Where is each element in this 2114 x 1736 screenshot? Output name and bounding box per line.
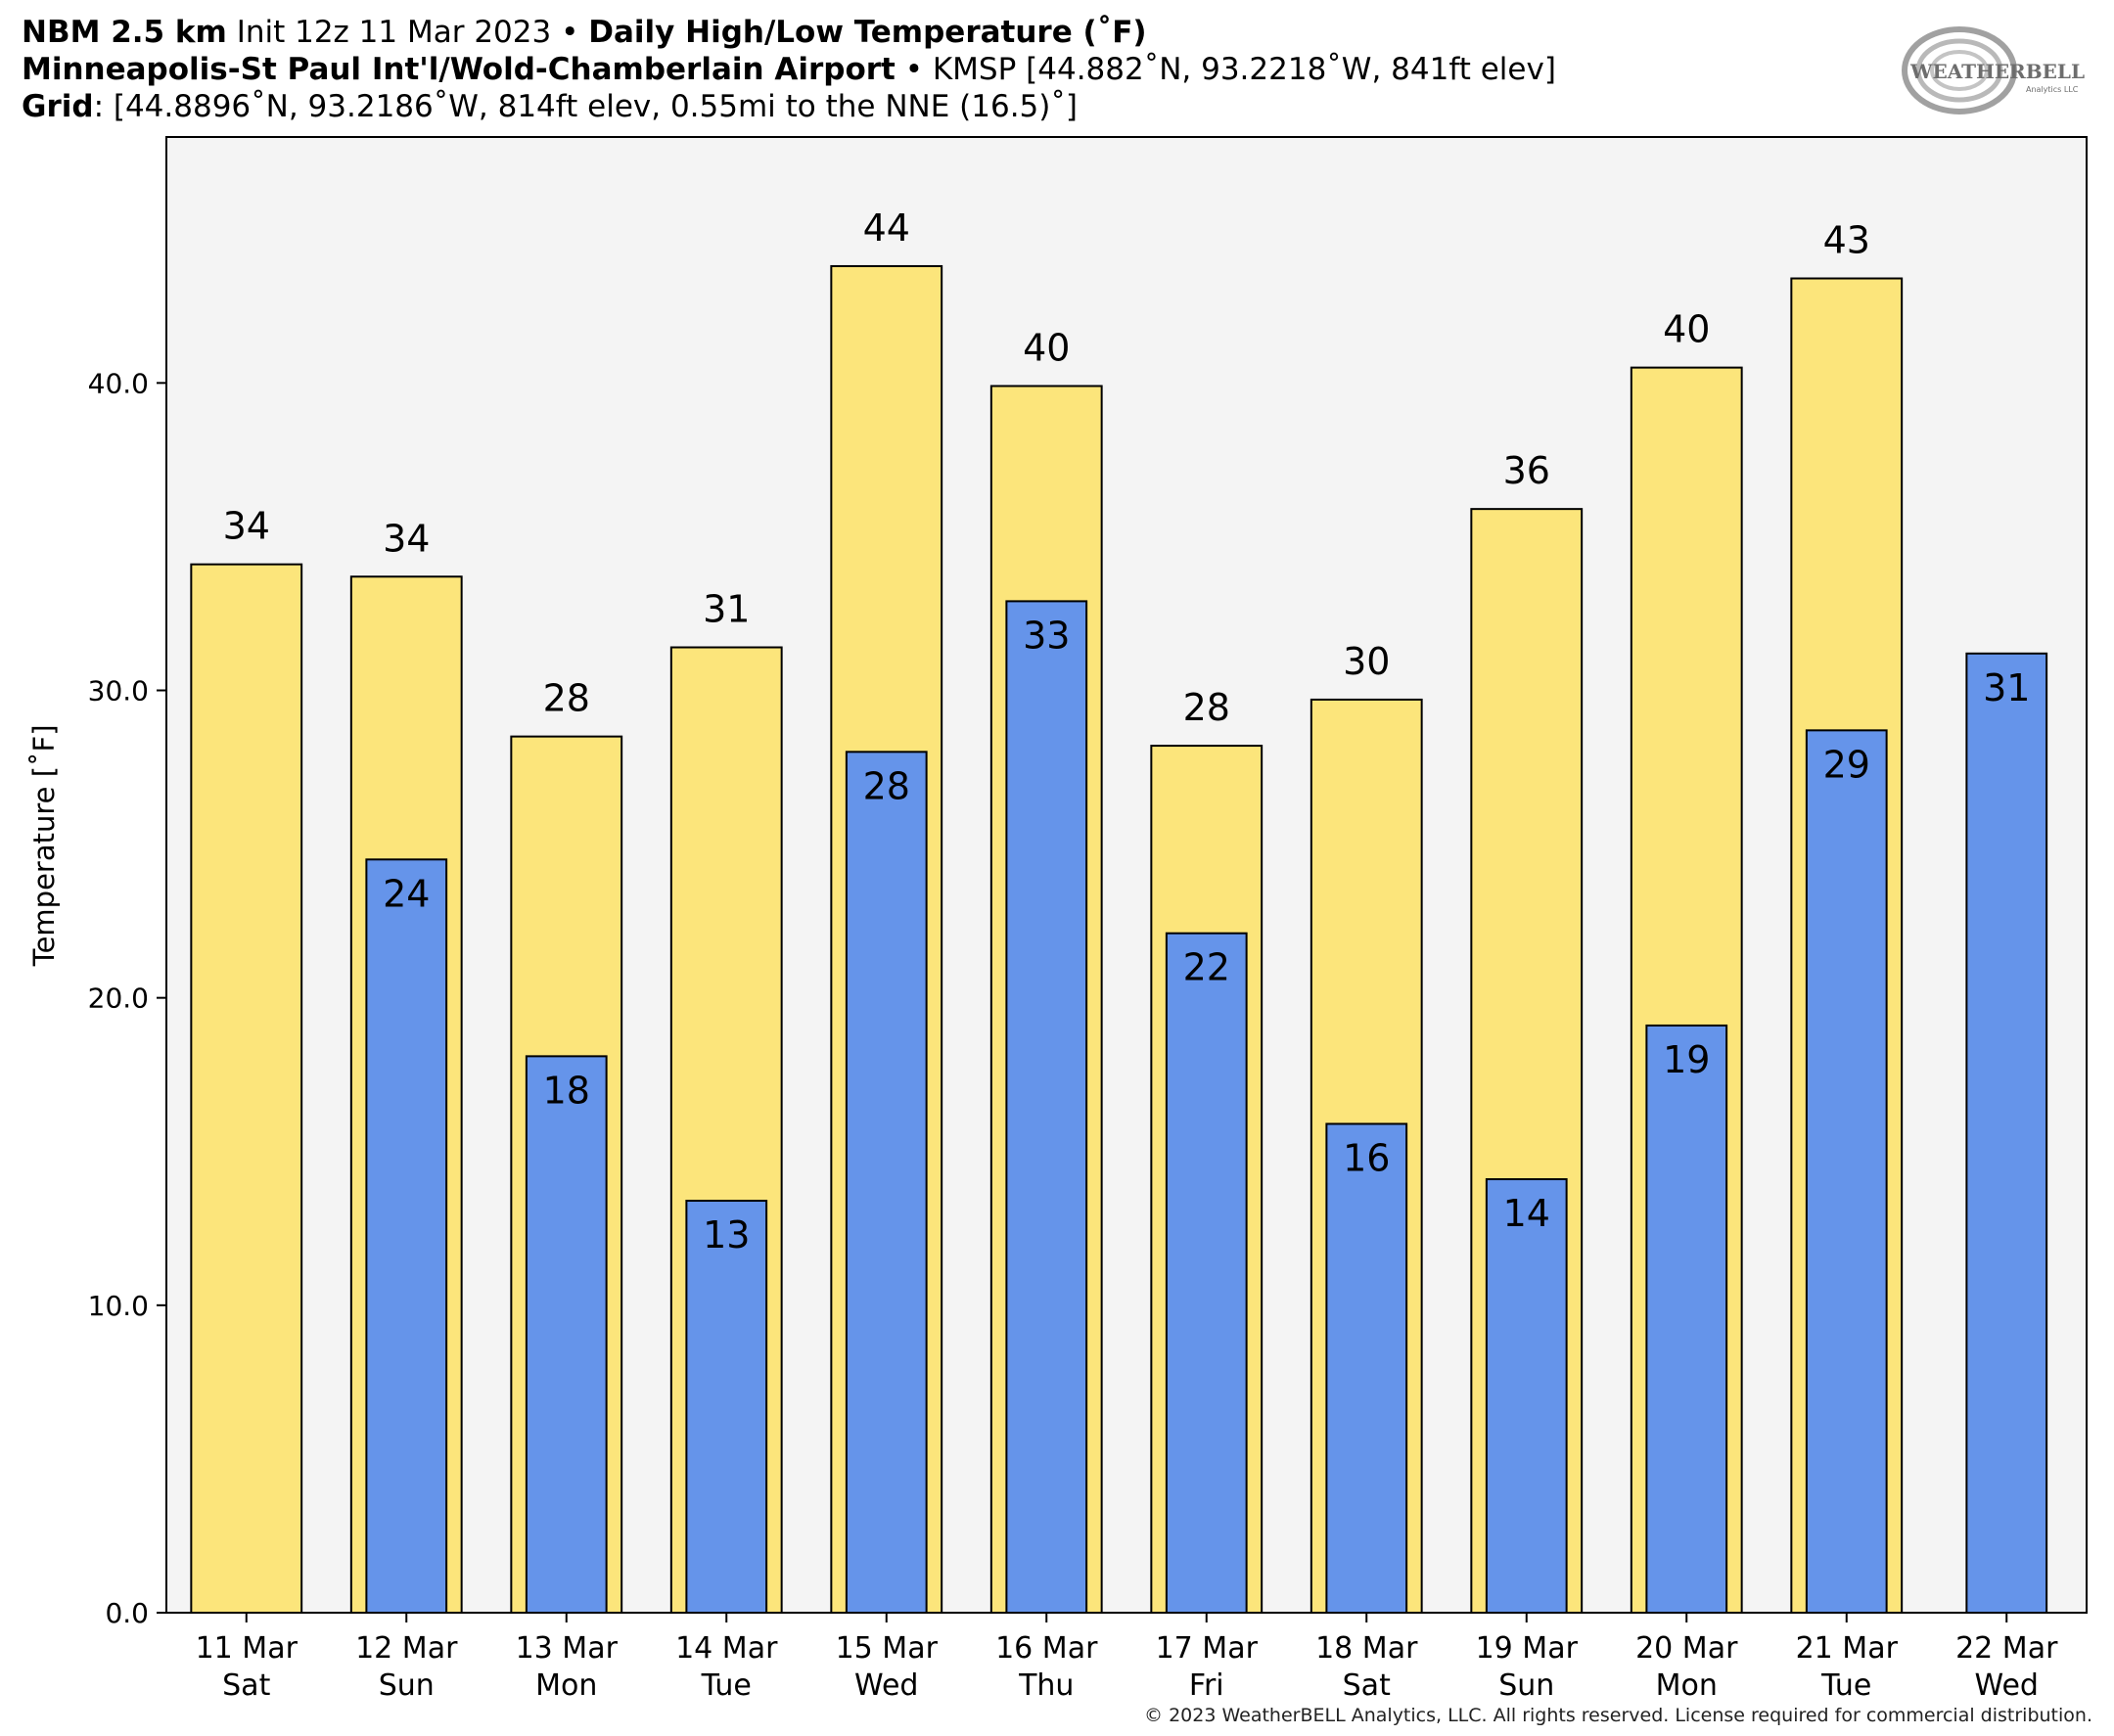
high-label-4: 44 bbox=[863, 206, 910, 250]
init-time: Init 12z 11 Mar 2023 • bbox=[226, 15, 589, 50]
low-bar-8 bbox=[1485, 1178, 1568, 1615]
low-bar-5 bbox=[1005, 600, 1088, 1614]
x-tick-date-11: 22 Mar bbox=[1955, 1631, 2058, 1666]
low-temperature-bars bbox=[365, 600, 2048, 1615]
y-axis: 0.0 10.0 20.0 30.0 40.0 bbox=[88, 367, 166, 1629]
x-tick-day-3: Tue bbox=[701, 1668, 752, 1703]
station-details: • KMSP [44.882˚N, 93.2218˚W, 841ft elev] bbox=[895, 52, 1556, 87]
x-tick-date-4: 15 Mar bbox=[836, 1631, 939, 1666]
low-bar-1 bbox=[365, 858, 448, 1614]
x-tick-date-1: 12 Mar bbox=[355, 1631, 458, 1666]
header-line-grid: Grid: [44.8896˚N, 93.2186˚W, 814ft elev,… bbox=[22, 92, 1078, 122]
grid-details: : [44.8896˚N, 93.2186˚W, 814ft elev, 0.5… bbox=[93, 89, 1078, 124]
y-tick-label-0: 0.0 bbox=[105, 1597, 149, 1629]
logo-text: WEATHERBELL bbox=[1909, 60, 2085, 83]
low-label-2: 18 bbox=[543, 1069, 590, 1112]
high-label-0: 34 bbox=[223, 505, 270, 548]
x-tick-date-3: 14 Mar bbox=[675, 1631, 778, 1666]
high-label-8: 36 bbox=[1503, 449, 1550, 492]
plot-area bbox=[166, 137, 2087, 1613]
weatherbell-logo: WEATHERBELL Analytics LLC bbox=[1902, 26, 2085, 114]
low-label-9: 19 bbox=[1663, 1038, 1710, 1081]
low-bar-11 bbox=[1965, 652, 2048, 1614]
y-tick-label-3: 30.0 bbox=[88, 675, 149, 708]
high-bar-0 bbox=[190, 563, 303, 1614]
plot-frame bbox=[165, 136, 2088, 1614]
low-label-4: 28 bbox=[863, 764, 910, 807]
low-bar-7 bbox=[1325, 1122, 1408, 1614]
copyright-notice: © 2023 WeatherBELL Analytics, LLC. All r… bbox=[1144, 1705, 2092, 1726]
low-label-3: 13 bbox=[703, 1213, 750, 1256]
station-name: Minneapolis-St Paul Int'l/Wold-Chamberla… bbox=[22, 52, 896, 87]
logo-subtext: Analytics LLC bbox=[2026, 85, 2079, 94]
low-label-6: 22 bbox=[1183, 946, 1230, 989]
high-label-9: 40 bbox=[1663, 308, 1710, 351]
header-line-model: NBM 2.5 km Init 12z 11 Mar 2023 • Daily … bbox=[22, 18, 1147, 48]
x-tick-day-0: Sat bbox=[222, 1668, 270, 1703]
high-label-2: 28 bbox=[543, 677, 590, 720]
grid-label: Grid bbox=[22, 89, 94, 124]
low-label-1: 24 bbox=[383, 872, 430, 915]
x-tick-date-5: 16 Mar bbox=[995, 1631, 1098, 1666]
low-bar-3 bbox=[685, 1200, 768, 1615]
header-line-station: Minneapolis-St Paul Int'l/Wold-Chamberla… bbox=[22, 55, 1556, 85]
product-name: Daily High/Low Temperature (˚F) bbox=[588, 15, 1147, 50]
x-tick-day-8: Sun bbox=[1498, 1668, 1554, 1703]
x-tick-day-5: Thu bbox=[1018, 1668, 1074, 1703]
data-labels: 34 34 24 28 18 31 13 44 28 40 33 28 22 30 16 36 14 40 19 43… bbox=[223, 206, 2031, 1256]
high-label-5: 40 bbox=[1023, 326, 1070, 369]
model-name: NBM 2.5 km bbox=[22, 15, 227, 50]
x-tick-date-2: 13 Mar bbox=[516, 1631, 619, 1666]
x-tick-date-6: 17 Mar bbox=[1156, 1631, 1259, 1666]
high-label-3: 31 bbox=[703, 588, 750, 631]
x-tick-day-9: Mon bbox=[1656, 1668, 1718, 1703]
x-tick-date-10: 21 Mar bbox=[1796, 1631, 1899, 1666]
low-bar-4 bbox=[845, 751, 928, 1614]
x-tick-date-0: 11 Mar bbox=[196, 1631, 299, 1666]
low-label-7: 16 bbox=[1343, 1136, 1390, 1179]
x-tick-day-2: Mon bbox=[535, 1668, 597, 1703]
high-label-6: 28 bbox=[1183, 686, 1230, 729]
x-tick-day-4: Wed bbox=[854, 1668, 918, 1703]
low-bar-10 bbox=[1805, 729, 1888, 1614]
low-bar-9 bbox=[1645, 1024, 1728, 1614]
low-label-10: 29 bbox=[1823, 743, 1870, 786]
low-label-8: 14 bbox=[1503, 1192, 1550, 1235]
x-tick-date-8: 19 Mar bbox=[1476, 1631, 1579, 1666]
x-tick-day-10: Tue bbox=[1820, 1668, 1871, 1703]
x-tick-day-6: Fri bbox=[1189, 1668, 1224, 1703]
y-tick-label-1: 10.0 bbox=[88, 1290, 149, 1322]
x-tick-day-11: Wed bbox=[1975, 1668, 2039, 1703]
y-axis-label: Temperature [˚F] bbox=[27, 724, 61, 967]
x-tick-date-7: 18 Mar bbox=[1315, 1631, 1418, 1666]
high-label-10: 43 bbox=[1823, 219, 1870, 262]
x-tick-date-9: 20 Mar bbox=[1635, 1631, 1738, 1666]
high-label-7: 30 bbox=[1343, 640, 1390, 683]
low-bar-6 bbox=[1165, 932, 1248, 1614]
y-tick-label-4: 40.0 bbox=[88, 367, 149, 399]
low-bar-2 bbox=[525, 1055, 608, 1614]
low-label-11: 31 bbox=[1983, 666, 2030, 709]
high-label-1: 34 bbox=[383, 517, 430, 560]
x-tick-day-1: Sun bbox=[379, 1668, 435, 1703]
y-tick-label-2: 20.0 bbox=[88, 982, 149, 1015]
low-label-5: 33 bbox=[1023, 614, 1070, 657]
x-tick-day-7: Sat bbox=[1343, 1668, 1391, 1703]
